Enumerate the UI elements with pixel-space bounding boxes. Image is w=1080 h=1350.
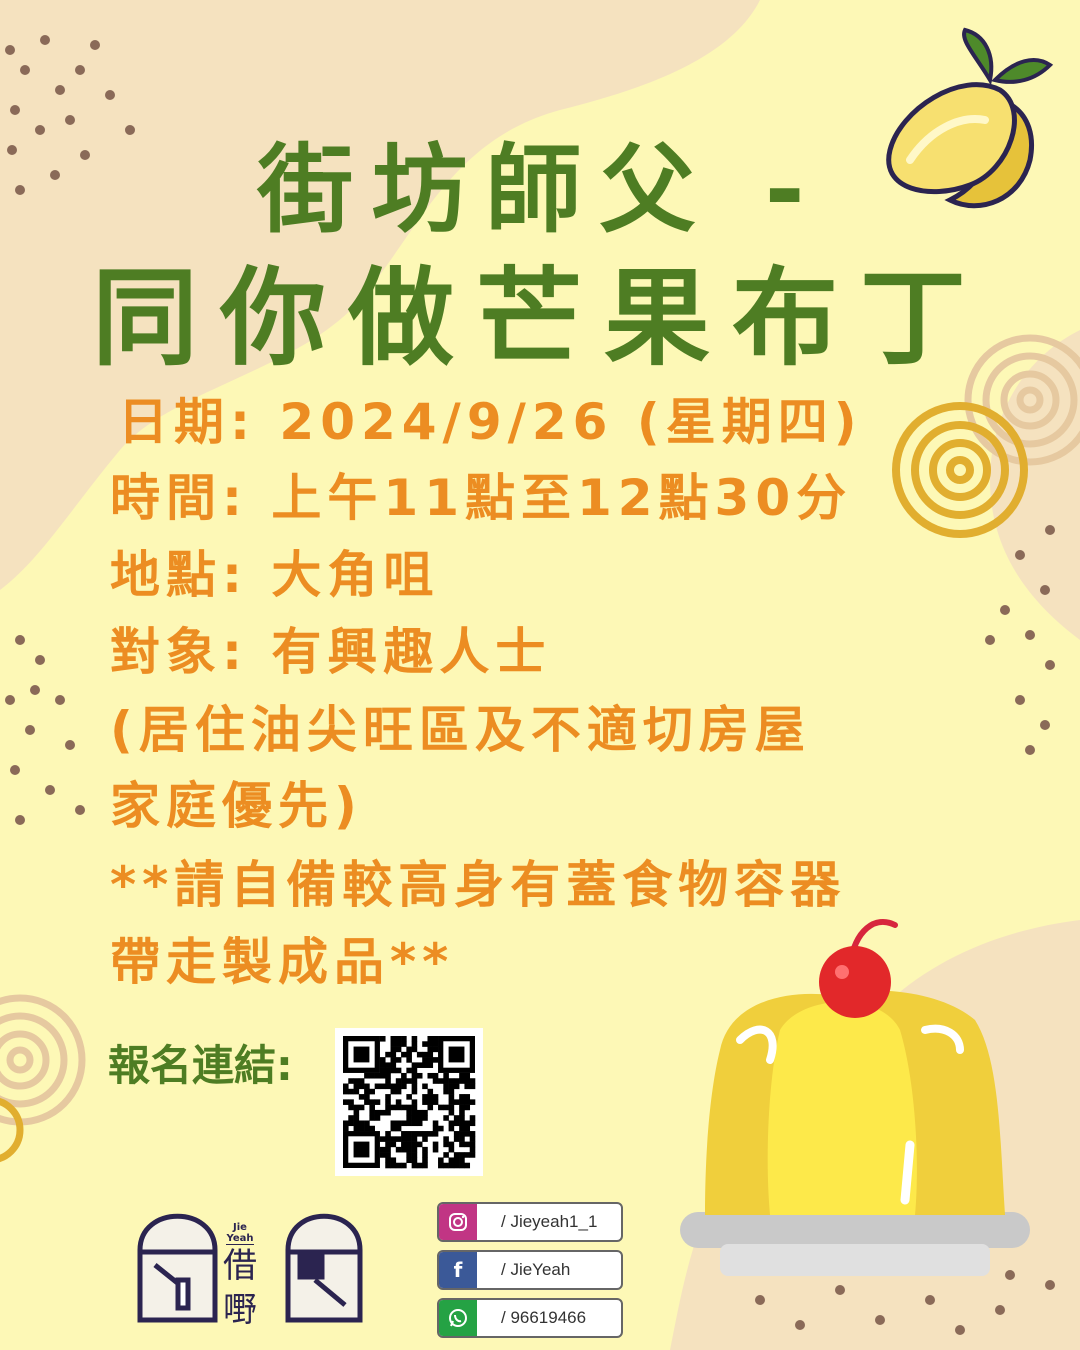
spiral-top-right-icon	[964, 334, 1080, 466]
decor-dot	[65, 115, 75, 125]
dot-pattern	[5, 35, 1055, 1335]
event-audience: 對象: 有興趣人士	[110, 623, 552, 681]
decor-dot	[755, 1295, 765, 1305]
logo-char-2: 嘢	[223, 1290, 257, 1330]
decor-dot	[5, 695, 15, 705]
decor-dot	[1025, 630, 1035, 640]
qr-code-icon[interactable]	[335, 1028, 483, 1176]
decor-dot	[15, 635, 25, 645]
decor-dot	[10, 765, 20, 775]
decor-dot	[15, 815, 25, 825]
logo-left-arch-icon	[137, 1213, 218, 1323]
decor-dot	[15, 185, 25, 195]
instagram-icon	[439, 1204, 477, 1240]
decor-dot	[5, 45, 15, 55]
priority-line-2: 家庭優先)	[110, 777, 363, 835]
decor-dot	[80, 150, 90, 160]
decor-dot	[65, 740, 75, 750]
registration-label: 報名連結:	[108, 1041, 293, 1090]
decor-dot	[875, 1315, 885, 1325]
decor-dot	[35, 125, 45, 135]
title-line-1: 街坊師父 -	[257, 134, 823, 246]
logo-small-text: Jie Yeah	[226, 1222, 254, 1245]
whatsapp-link[interactable]: / 96619466	[437, 1298, 623, 1338]
decor-dot	[55, 85, 65, 95]
whatsapp-number: / 96619466	[501, 1308, 587, 1327]
priority-line-1: (居住油尖旺區及不適切房屋	[110, 701, 811, 759]
decor-dot	[25, 725, 35, 735]
title-line-2: 同你做芒果布丁	[92, 257, 988, 380]
decor-dot	[995, 1305, 1005, 1315]
decor-dot	[1015, 695, 1025, 705]
decor-dot	[1005, 1270, 1015, 1280]
decor-dot	[835, 1285, 845, 1295]
decor-dot	[20, 65, 30, 75]
note-line-2: 帶走製成品**	[110, 933, 455, 991]
decor-dot	[985, 635, 995, 645]
decor-dot	[40, 35, 50, 45]
decor-dot	[7, 145, 17, 155]
mango-icon	[886, 27, 1054, 209]
decor-dot	[925, 1295, 935, 1305]
event-date: 日期: 2024/9/26 (星期四)	[118, 393, 863, 451]
top-left-blob	[0, 0, 760, 590]
spiral-right-icon	[892, 402, 1028, 538]
decor-dot	[45, 785, 55, 795]
event-location: 地點: 大角咀	[110, 546, 440, 604]
facebook-handle: / JieYeah	[501, 1260, 571, 1279]
instagram-link[interactable]: / Jieyeah1_1	[437, 1202, 623, 1242]
logo-char-1: 借	[223, 1246, 257, 1286]
decor-dot	[125, 125, 135, 135]
decor-dot	[75, 65, 85, 75]
decor-dot	[90, 40, 100, 50]
logo-right-arch-icon	[285, 1213, 363, 1323]
decor-dot	[50, 170, 60, 180]
spiral-left-icon	[0, 994, 86, 1126]
decor-dot	[955, 1325, 965, 1335]
decor-dot	[1045, 660, 1055, 670]
note-line-1: **請自備較高身有蓋食物容器	[110, 856, 847, 914]
decor-dot	[105, 90, 115, 100]
pudding-icon	[680, 918, 1030, 1276]
facebook-link[interactable]: f / JieYeah	[437, 1250, 623, 1290]
whatsapp-icon	[439, 1300, 477, 1336]
decor-dot	[30, 685, 40, 695]
decor-dot	[75, 805, 85, 815]
decor-dot	[1025, 745, 1035, 755]
decor-dot	[35, 655, 45, 665]
facebook-icon: f	[439, 1252, 477, 1288]
decor-dot	[795, 1320, 805, 1330]
decor-dot	[1015, 550, 1025, 560]
decor-dot	[1040, 720, 1050, 730]
decor-dot	[10, 105, 20, 115]
decor-dot	[1045, 525, 1055, 535]
instagram-handle: / Jieyeah1_1	[501, 1212, 598, 1231]
event-time: 時間: 上午11點至12點30分	[110, 469, 853, 527]
decor-dot	[1000, 605, 1010, 615]
decor-dot	[55, 695, 65, 705]
spiral-left-bottom-icon	[0, 1098, 24, 1162]
decor-dot	[1045, 1280, 1055, 1290]
decor-dot	[1040, 585, 1050, 595]
